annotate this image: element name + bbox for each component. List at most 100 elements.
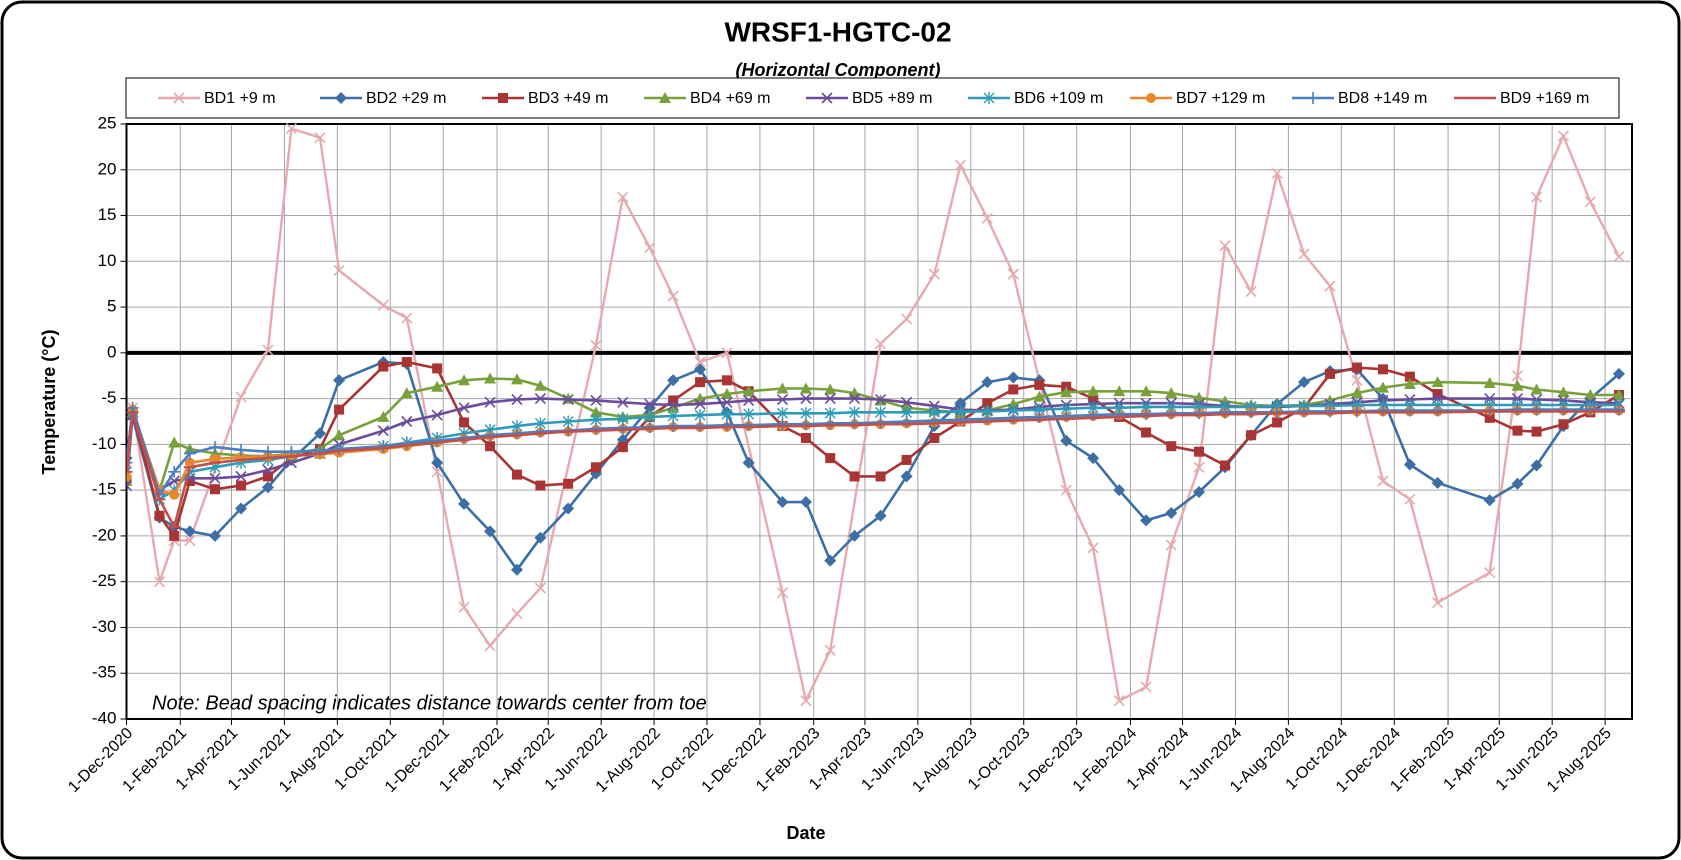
data-point (333, 429, 346, 441)
data-point (1087, 542, 1099, 554)
data-point (510, 427, 523, 440)
series (126, 401, 1625, 501)
data-point (667, 290, 679, 302)
data-point (209, 441, 222, 454)
data-point (235, 391, 247, 403)
data-point (1113, 695, 1125, 707)
data-point (1219, 406, 1232, 419)
legend-marker (983, 92, 995, 104)
legend-label: BD8 +149 m (1338, 90, 1427, 107)
data-point (236, 480, 247, 491)
data-point (210, 484, 221, 495)
data-point (168, 465, 181, 478)
data-point (1219, 240, 1231, 252)
data-point (667, 401, 680, 413)
data-point (401, 357, 412, 367)
data-point (644, 398, 656, 410)
data-point (1324, 405, 1337, 418)
data-point (1351, 362, 1362, 373)
data-point (1584, 388, 1597, 400)
data-point (484, 525, 497, 538)
data-point (799, 382, 812, 394)
data-point (261, 481, 274, 494)
data-point (1193, 461, 1205, 473)
data-point (534, 379, 547, 391)
data-point (1007, 371, 1020, 384)
legend-marker (173, 92, 185, 104)
data-point (1531, 426, 1542, 437)
y-tick-label: -30 (92, 617, 117, 636)
data-point (1432, 597, 1444, 609)
data-point (1298, 248, 1310, 260)
data-point (981, 376, 994, 389)
legend-marker (659, 92, 671, 103)
data-point (511, 469, 522, 480)
data-point (589, 422, 602, 435)
data-point (1088, 393, 1099, 404)
legend-marker (498, 93, 508, 103)
data-point (400, 387, 413, 399)
legend-box (125, 77, 1620, 119)
data-point (590, 394, 602, 407)
data-point (848, 529, 861, 542)
data-point (901, 396, 913, 408)
data-point (694, 420, 707, 433)
data-point (377, 440, 390, 453)
data-point (401, 415, 413, 428)
data-point (1060, 386, 1073, 398)
series (126, 123, 1625, 707)
data-point (1483, 377, 1496, 389)
y-tick-label: 0 (107, 342, 116, 361)
y-tick-label: -20 (92, 525, 117, 544)
data-point (1033, 390, 1046, 402)
data-point (1511, 403, 1524, 416)
legend-label: BD1 +9 m (204, 90, 276, 107)
data-point (824, 644, 836, 656)
data-point (1403, 458, 1416, 471)
data-point (1140, 514, 1153, 527)
data-point (1557, 386, 1570, 398)
data-point (1484, 566, 1496, 579)
data-point (1165, 539, 1177, 551)
data-point (742, 385, 755, 397)
data-point (1512, 425, 1523, 436)
data-point (1166, 441, 1177, 452)
data-point (1376, 404, 1389, 417)
data-point (1193, 407, 1206, 420)
data-point (1034, 379, 1045, 390)
data-point (874, 509, 887, 522)
data-point (848, 417, 861, 430)
data-point (1483, 494, 1496, 507)
data-point (209, 529, 222, 542)
data-point (1431, 476, 1444, 489)
data-point (1008, 384, 1019, 395)
data-point (742, 419, 755, 432)
series-line (126, 360, 1620, 538)
data-point (875, 406, 887, 419)
data-point (458, 402, 470, 414)
data-point (1165, 407, 1178, 420)
data-point (874, 393, 887, 406)
data-point (617, 442, 628, 453)
data-point (1557, 130, 1570, 142)
legend-label: BD6 +109 m (1014, 90, 1103, 107)
data-point (643, 420, 656, 433)
data-point (695, 377, 706, 388)
data-point (458, 601, 470, 613)
data-point (824, 417, 837, 430)
data-point (169, 530, 180, 541)
data-point (184, 457, 195, 468)
data-point (743, 394, 755, 407)
legend-label: BD4 +69 m (690, 90, 770, 107)
data-point (1431, 404, 1444, 417)
data-point (535, 480, 546, 491)
data-point (668, 395, 679, 406)
data-point (1377, 364, 1388, 375)
data-point (400, 437, 413, 450)
data-point (1272, 417, 1283, 428)
data-point (799, 418, 812, 431)
data-point (511, 393, 523, 406)
data-point (617, 191, 629, 203)
y-tick-label: -25 (92, 571, 117, 590)
